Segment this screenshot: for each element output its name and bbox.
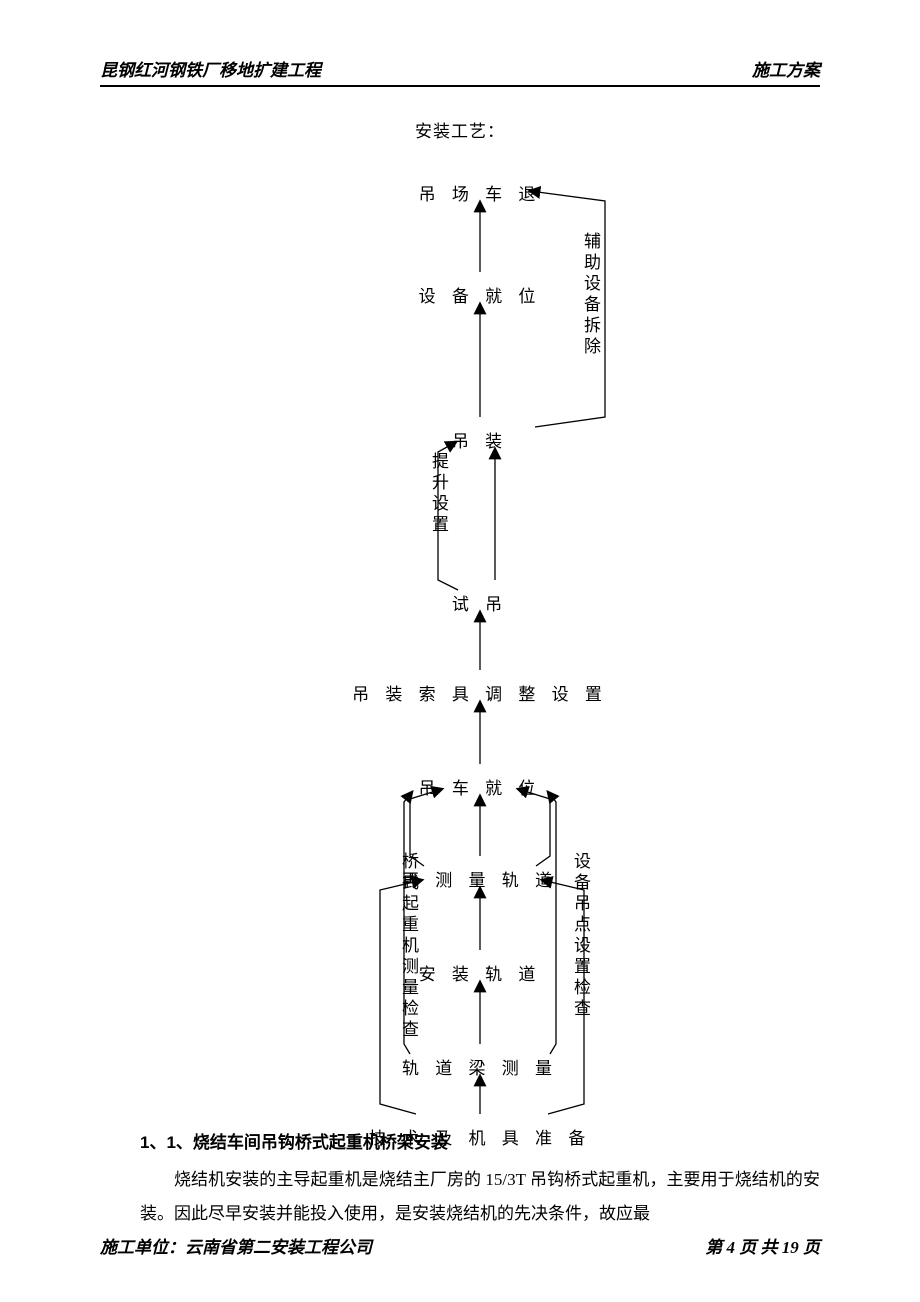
flow-side-label: 设备吊点设置检查 bbox=[568, 852, 593, 1020]
flow-node: 技 术 及 机 具 准 备 bbox=[369, 1124, 592, 1149]
flow-side-label: 辅助设备拆除 bbox=[578, 232, 603, 358]
page-footer: 施工单位：云南省第二安装工程公司 第 4 页 共 19 页 bbox=[100, 1233, 820, 1258]
flow-node: 吊 装 索 具 调 整 设 置 bbox=[352, 680, 608, 705]
flow-node: 再 测 量 轨 道 bbox=[402, 866, 558, 891]
page-header: 昆钢红河钢铁厂移地扩建工程 施工方案 bbox=[100, 56, 820, 81]
footer-left: 施工单位：云南省第二安装工程公司 bbox=[100, 1233, 372, 1258]
flowchart: 吊 场 车 退设 备 就 位吊 装试 吊吊 装 索 具 调 整 设 置吊 车 就… bbox=[100, 152, 820, 1122]
body-paragraph: 烧结机安装的主导起重机是烧结主厂房的 15/3T 吊钩桥式起重机，主要用于烧结机… bbox=[140, 1163, 820, 1231]
header-left: 昆钢红河钢铁厂移地扩建工程 bbox=[100, 56, 321, 81]
footer-right: 第 4 页 共 19 页 bbox=[705, 1233, 820, 1258]
flow-side-label: 桥式起重机测量检查 bbox=[396, 852, 421, 1041]
flow-node: 试 吊 bbox=[452, 590, 508, 615]
flow-node: 安 装 轨 道 bbox=[419, 960, 542, 985]
flow-arrow bbox=[518, 789, 550, 866]
flow-node: 轨 道 梁 测 量 bbox=[402, 1054, 558, 1079]
flow-node: 吊 装 bbox=[452, 427, 508, 452]
flow-side-label: 提升设置 bbox=[426, 452, 451, 536]
flow-node: 吊 车 就 位 bbox=[419, 774, 542, 799]
flow-node: 设 备 就 位 bbox=[419, 282, 542, 307]
process-title: 安装工艺： bbox=[100, 117, 820, 142]
flow-node: 吊 场 车 退 bbox=[419, 180, 542, 205]
flow-arrow bbox=[548, 792, 556, 1054]
header-right: 施工方案 bbox=[752, 56, 820, 81]
header-rule bbox=[100, 85, 820, 87]
